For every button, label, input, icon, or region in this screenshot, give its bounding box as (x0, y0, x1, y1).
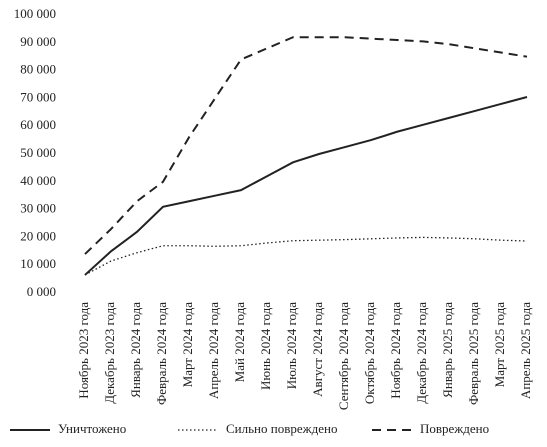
legend-label: Сильно повреждено (226, 421, 337, 436)
x-tick-label: Февраль 2024 года (154, 302, 169, 405)
y-tick-label: 60 000 (20, 117, 56, 132)
legend-label: Уничтожено (58, 421, 126, 436)
series-line (84, 36, 528, 255)
x-tick-label: Декабрь 2024 года (414, 302, 429, 404)
y-tick-label: 100 000 (14, 6, 56, 21)
x-tick-label: Ноябрь 2023 года (76, 302, 91, 399)
y-tick-label: 70 000 (20, 89, 56, 104)
legend-label: Повреждено (420, 421, 489, 436)
x-tick-label: Май 2024 года (232, 302, 247, 383)
x-tick-label: Март 2025 года (492, 302, 507, 388)
y-tick-label: 10 000 (20, 256, 56, 271)
x-tick-label: Сентябрь 2024 года (336, 302, 351, 410)
x-tick-label: Июль 2024 года (284, 302, 299, 389)
y-tick-label: 40 000 (20, 173, 56, 188)
x-tick-label: Октябрь 2024 года (362, 302, 377, 404)
x-tick-label: Июнь 2024 года (258, 302, 273, 390)
y-tick-label: 80 000 (20, 62, 56, 77)
x-tick-label: Март 2024 года (180, 302, 195, 388)
x-tick-label: Февраль 2025 года (466, 302, 481, 405)
y-tick-label: 90 000 (20, 34, 56, 49)
y-tick-label: 30 000 (20, 201, 56, 216)
x-tick-label: Декабрь 2023 года (102, 302, 117, 404)
y-tick-label: 50 000 (20, 145, 56, 160)
x-tick-label: Август 2024 года (310, 302, 325, 397)
y-tick-label: 0 000 (27, 284, 56, 299)
y-tick-label: 20 000 (20, 228, 56, 243)
x-tick-label: Ноябрь 2024 года (388, 302, 403, 399)
x-tick-label: Январь 2024 года (128, 302, 143, 398)
x-tick-label: Апрель 2024 года (206, 302, 221, 399)
series-line (84, 96, 528, 276)
x-tick-label: Январь 2025 года (440, 302, 455, 398)
x-tick-label: Апрель 2025 года (518, 302, 533, 399)
series-line (84, 236, 528, 276)
